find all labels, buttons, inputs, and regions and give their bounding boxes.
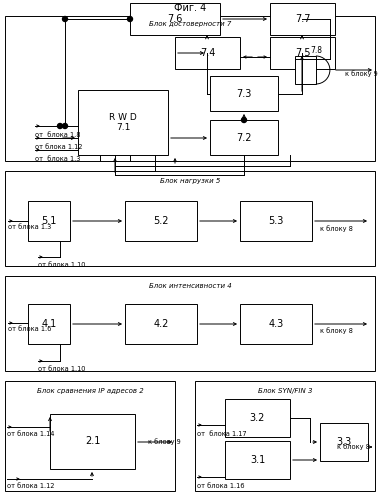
Text: от блока 1.12: от блока 1.12 [35,144,82,150]
Text: 2.1: 2.1 [85,437,100,447]
Bar [295,56,316,84]
Text: R W D
7.1: R W D 7.1 [109,113,137,132]
Text: Блок сравнения IP адресов 2: Блок сравнения IP адресов 2 [36,388,143,394]
Text: 7.7: 7.7 [295,14,310,24]
Bar [5,276,375,371]
Bar [28,304,70,344]
Bar [50,414,135,469]
Text: от блока 1.14: от блока 1.14 [7,431,54,437]
Bar [28,201,70,241]
Text: к блоку 8: к блоку 8 [337,444,370,451]
Text: от  блока 1.8: от блока 1.8 [35,132,81,138]
Text: Блок нагрузки 5: Блок нагрузки 5 [160,178,220,184]
Bar [5,171,375,266]
Text: 7.8: 7.8 [310,45,322,54]
Text: к блоку 8: к блоку 8 [320,226,353,233]
Bar [78,90,168,155]
Circle shape [62,123,68,129]
Bar [210,120,278,155]
Text: к блоку 9: к блоку 9 [148,439,181,446]
Text: Блок SYN/FIN 3: Блок SYN/FIN 3 [258,388,312,394]
Text: Фиг. 4: Фиг. 4 [174,3,206,13]
Bar [320,423,368,461]
Bar [240,201,312,241]
Bar [240,304,312,344]
Text: Блок интенсивности 4: Блок интенсивности 4 [149,283,231,289]
Bar [210,76,278,111]
Text: 3.3: 3.3 [336,437,352,447]
Bar [125,304,197,344]
Bar [125,201,197,241]
Text: 4.1: 4.1 [41,319,57,329]
Text: 7.4: 7.4 [200,48,215,58]
Text: от блока 1.10: от блока 1.10 [38,262,86,268]
Text: от блока 1.6: от блока 1.6 [8,326,51,332]
Circle shape [62,16,68,21]
Text: 5.1: 5.1 [41,216,57,226]
Text: к блоку 8: к блоку 8 [320,327,353,334]
Text: от  блока 1.3: от блока 1.3 [35,156,81,162]
Text: 5.2: 5.2 [153,216,169,226]
Bar [5,381,175,491]
Bar [225,441,290,479]
Text: 7.6: 7.6 [167,14,183,24]
Text: 7.2: 7.2 [236,133,252,143]
Text: к блоку 9: к блоку 9 [345,70,378,77]
Bar [225,399,290,437]
Text: 5.3: 5.3 [268,216,284,226]
Text: от блока 1.12: от блока 1.12 [7,483,54,489]
Text: 7.5: 7.5 [295,48,310,58]
Bar [195,381,375,491]
Text: от  блока 1.17: от блока 1.17 [197,431,247,437]
Text: от блока 1.10: от блока 1.10 [38,366,86,372]
Bar [5,16,375,161]
Text: Блок достоверности 7: Блок достоверности 7 [149,21,231,27]
Bar [175,37,240,69]
Text: от блока 1.16: от блока 1.16 [197,483,244,489]
Text: 4.3: 4.3 [268,319,283,329]
Bar [130,3,220,35]
Circle shape [242,117,247,122]
Text: 7.3: 7.3 [236,88,252,98]
Circle shape [57,123,62,129]
Text: 3.1: 3.1 [250,455,265,465]
Text: от блока 1.3: от блока 1.3 [8,224,51,230]
Text: 4.2: 4.2 [153,319,169,329]
Bar [270,3,335,35]
Circle shape [128,16,133,21]
Text: 3.2: 3.2 [250,413,265,423]
Bar [270,37,335,69]
